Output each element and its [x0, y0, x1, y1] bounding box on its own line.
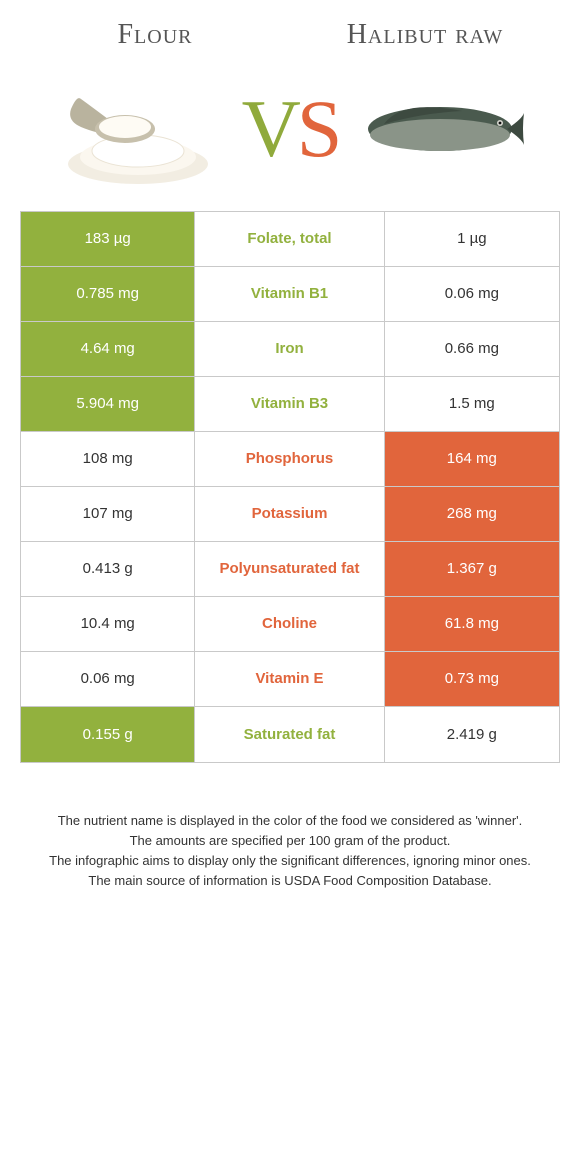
comparison-infographic: Flour Halibut raw VS [0, 0, 580, 921]
footnote-line: The main source of information is USDA F… [26, 871, 554, 891]
nutrient-label: Vitamin B3 [195, 377, 384, 431]
nutrient-row: 5.904 mgVitamin B31.5 mg [21, 377, 559, 432]
nutrient-table: 183 µgFolate, total1 µg0.785 mgVitamin B… [20, 211, 560, 763]
footnote-line: The infographic aims to display only the… [26, 851, 554, 871]
value-b: 164 mg [385, 432, 559, 486]
footnotes: The nutrient name is displayed in the co… [20, 811, 560, 892]
nutrient-row: 107 mgPotassium268 mg [21, 487, 559, 542]
value-b: 2.419 g [385, 707, 559, 762]
titles-row: Flour Halibut raw [20, 20, 560, 51]
nutrient-label: Potassium [195, 487, 384, 541]
value-b: 0.66 mg [385, 322, 559, 376]
nutrient-row: 4.64 mgIron0.66 mg [21, 322, 559, 377]
value-b: 1.367 g [385, 542, 559, 596]
nutrient-label: Vitamin E [195, 652, 384, 706]
nutrient-label: Saturated fat [195, 707, 384, 762]
value-a: 0.785 mg [21, 267, 195, 321]
footnote-line: The amounts are specified per 100 gram o… [26, 831, 554, 851]
nutrient-row: 0.413 gPolyunsaturated fat1.367 g [21, 542, 559, 597]
footnote-line: The nutrient name is displayed in the co… [26, 811, 554, 831]
nutrient-label: Polyunsaturated fat [195, 542, 384, 596]
value-a: 10.4 mg [21, 597, 195, 651]
nutrient-row: 183 µgFolate, total1 µg [21, 212, 559, 267]
food-a-title: Flour [20, 20, 290, 51]
value-a: 4.64 mg [21, 322, 195, 376]
nutrient-label: Choline [195, 597, 384, 651]
value-b: 1 µg [385, 212, 559, 266]
value-b: 268 mg [385, 487, 559, 541]
value-a: 0.155 g [21, 707, 195, 762]
food-a-image [53, 69, 228, 189]
food-b-image [352, 69, 527, 189]
nutrient-label: Phosphorus [195, 432, 384, 486]
nutrient-label: Iron [195, 322, 384, 376]
value-a: 0.413 g [21, 542, 195, 596]
value-b: 1.5 mg [385, 377, 559, 431]
nutrient-row: 10.4 mgCholine61.8 mg [21, 597, 559, 652]
food-b-title: Halibut raw [290, 20, 560, 51]
nutrient-label: Vitamin B1 [195, 267, 384, 321]
nutrient-row: 0.06 mgVitamin E0.73 mg [21, 652, 559, 707]
value-a: 183 µg [21, 212, 195, 266]
nutrient-row: 0.785 mgVitamin B10.06 mg [21, 267, 559, 322]
hero-row: VS [20, 69, 560, 189]
value-a: 108 mg [21, 432, 195, 486]
value-a: 5.904 mg [21, 377, 195, 431]
vs-label: VS [242, 88, 339, 170]
value-a: 107 mg [21, 487, 195, 541]
nutrient-row: 108 mgPhosphorus164 mg [21, 432, 559, 487]
value-b: 0.06 mg [385, 267, 559, 321]
value-b: 61.8 mg [385, 597, 559, 651]
nutrient-label: Folate, total [195, 212, 384, 266]
nutrient-row: 0.155 gSaturated fat2.419 g [21, 707, 559, 762]
value-b: 0.73 mg [385, 652, 559, 706]
value-a: 0.06 mg [21, 652, 195, 706]
